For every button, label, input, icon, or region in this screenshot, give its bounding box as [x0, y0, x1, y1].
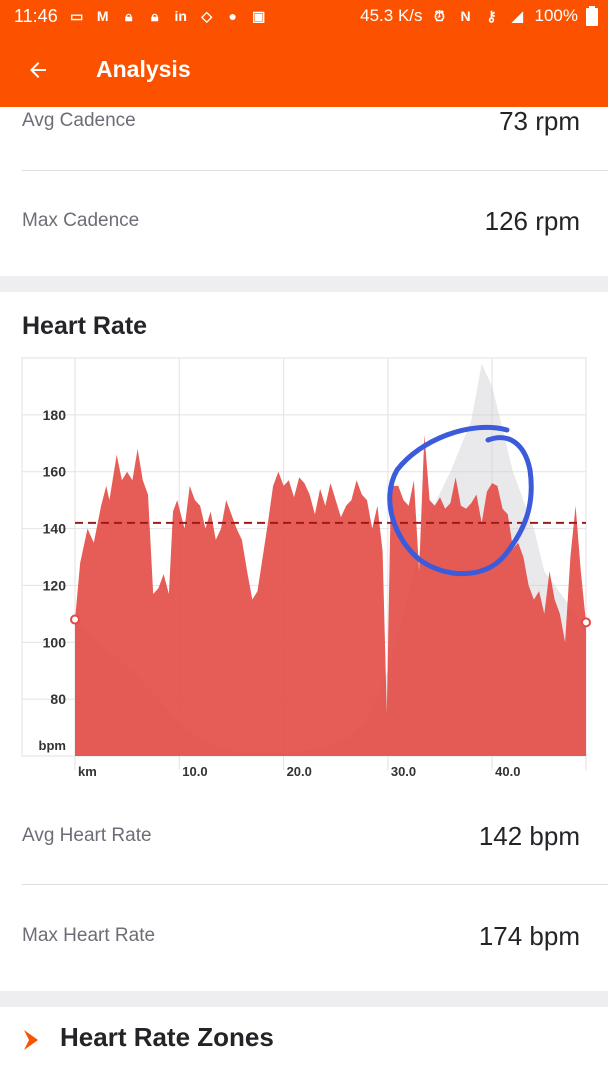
- avg-cadence-row: Avg Cadence 73 rpm: [0, 105, 608, 136]
- linkedin-icon: in: [174, 8, 187, 24]
- y-tick-label: 160: [43, 464, 67, 480]
- app-bar: Analysis: [0, 32, 608, 107]
- max-cadence-label: Max Cadence: [22, 210, 140, 231]
- y-axis-label: bpm: [39, 738, 66, 753]
- network-speed: 45.3 K/s: [360, 6, 423, 25]
- y-tick-label: 120: [43, 577, 67, 593]
- heart-rate-zones-title[interactable]: Heart Rate Zones: [60, 1022, 274, 1052]
- lock-icon: 🔒︎: [150, 7, 159, 24]
- avg-cadence-value: 73 rpm: [499, 105, 580, 136]
- google-icon: ●: [228, 8, 237, 24]
- battery-icon: [586, 6, 598, 26]
- battery-level: 100%: [534, 6, 578, 25]
- x-axis-label: km: [78, 764, 97, 779]
- chevron-right-icon: [24, 1030, 38, 1050]
- y-tick-label: 80: [50, 691, 66, 707]
- hand-drawn-circle-annotation: [387, 424, 534, 577]
- x-tick-label: 30.0: [391, 764, 416, 779]
- y-tick-label: 180: [43, 407, 67, 423]
- avg-heart-rate-value: 142 bpm: [478, 820, 580, 851]
- heart-rate-area: [75, 434, 586, 756]
- y-tick-label: 100: [43, 634, 67, 650]
- back-arrow-icon: [30, 61, 46, 78]
- back-button[interactable]: [18, 50, 58, 90]
- x-tick-label: 10.0: [182, 764, 207, 779]
- series-end-marker: [581, 617, 591, 628]
- divider: [22, 170, 608, 171]
- y-tick-label: 140: [43, 521, 67, 537]
- signal-icon: ◢: [512, 7, 523, 24]
- section-gap: [0, 991, 608, 1007]
- heart-rate-title: Heart Rate: [22, 312, 148, 340]
- max-heart-rate-label: Max Heart Rate: [22, 925, 156, 946]
- heart-rate-chart: 80 100 120 140 160 180 bpm km 10.0 20.0 30.0 40.0: [21, 357, 591, 779]
- news-icon: ▣: [252, 7, 266, 24]
- x-tick-label: 40.0: [495, 764, 520, 779]
- status-time: 11:46: [14, 5, 58, 26]
- lock-icon: 🔒︎: [124, 7, 133, 24]
- alarm-icon: ⏰︎: [434, 7, 445, 24]
- gmail-icon: M: [96, 8, 109, 24]
- vpn-key-icon: ⚷: [486, 7, 497, 24]
- max-heart-rate-value: 174 bpm: [478, 920, 580, 951]
- sd-card-icon: ▭: [70, 7, 84, 24]
- avg-heart-rate-label: Avg Heart Rate: [22, 825, 152, 846]
- max-heart-rate-row: Max Heart Rate 174 bpm: [0, 915, 608, 957]
- divider: [22, 884, 608, 885]
- section-gap: [0, 276, 608, 292]
- avg-cadence-label: Avg Cadence: [22, 110, 136, 131]
- series-end-marker: [70, 614, 80, 625]
- nfc-icon: N: [460, 8, 471, 24]
- avg-heart-rate-row: Avg Heart Rate 142 bpm: [0, 815, 608, 857]
- page-title: Analysis: [96, 56, 191, 82]
- notification-icons: ▭ M 🔒︎ 🔒︎ in ◇ ● ▣: [68, 7, 268, 25]
- max-cadence-value: 126 rpm: [484, 205, 580, 236]
- assistant-icon: ◇: [201, 7, 213, 24]
- status-bar: 11:46 ▭ M 🔒︎ 🔒︎ in ◇ ● ▣ 45.3 K/s ⏰︎ N ⚷…: [0, 0, 608, 32]
- x-tick-label: 20.0: [287, 764, 312, 779]
- max-cadence-row: Max Cadence 126 rpm: [0, 200, 608, 242]
